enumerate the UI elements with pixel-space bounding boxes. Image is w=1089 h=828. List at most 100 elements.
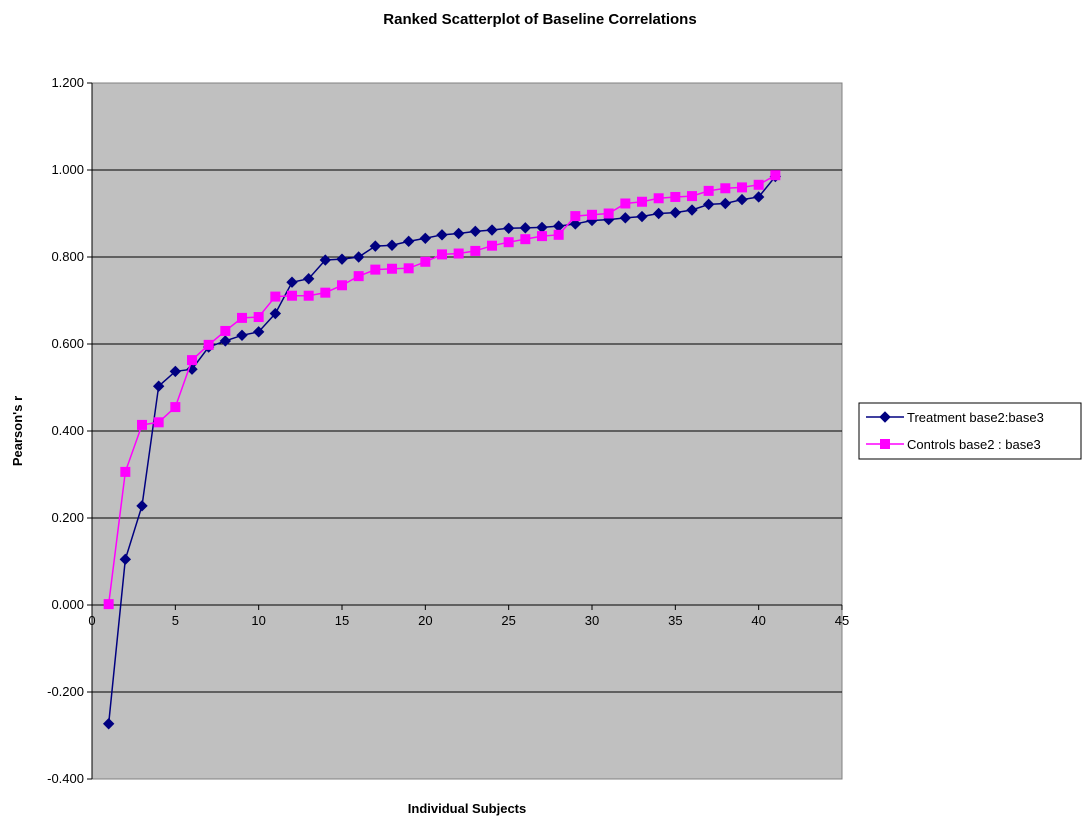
data-point: [286, 276, 298, 288]
legend-marker: [879, 411, 891, 423]
data-point: [652, 207, 665, 220]
data-point: [702, 198, 715, 211]
data-point: [703, 185, 714, 196]
data-point: [636, 210, 648, 223]
data-point: [752, 191, 765, 203]
x-tick-label: 5: [172, 613, 179, 628]
data-point: [603, 208, 614, 219]
data-point: [220, 325, 231, 336]
data-point: [119, 553, 132, 566]
legend-item: Controls base2 : base3: [866, 437, 1041, 452]
data-point: [587, 209, 597, 220]
data-point: [303, 290, 314, 301]
data-point: [553, 229, 564, 240]
data-point: [153, 417, 164, 428]
y-tick-label: -0.200: [47, 684, 84, 699]
x-axis-title: Individual Subjects: [408, 801, 526, 816]
data-point: [120, 466, 131, 477]
data-point: [253, 312, 264, 323]
data-point: [503, 237, 514, 248]
legend-item: Treatment base2:base3: [866, 410, 1044, 425]
x-tick-label: 30: [585, 613, 599, 628]
x-tick-label: 10: [251, 613, 265, 628]
x-tick-label: 45: [835, 613, 849, 628]
data-point: [570, 211, 581, 222]
data-point: [152, 380, 165, 392]
legend-marker: [880, 439, 890, 449]
data-point: [287, 290, 297, 301]
data-point: [470, 245, 481, 256]
series-layer: [102, 170, 782, 730]
data-point: [453, 248, 464, 259]
x-tick-label: 40: [751, 613, 765, 628]
y-tick-label: 0.600: [51, 336, 84, 351]
data-point: [653, 193, 664, 204]
data-point: [537, 231, 547, 242]
y-tick-label: 0.400: [51, 423, 84, 438]
data-point: [403, 263, 414, 274]
y-tick-label: 0.000: [51, 597, 84, 612]
data-point: [319, 254, 332, 266]
data-point: [252, 326, 265, 338]
data-point: [686, 204, 698, 216]
x-tick-label: 35: [668, 613, 682, 628]
data-point: [737, 182, 747, 193]
data-point: [437, 249, 447, 260]
data-point: [387, 263, 397, 274]
data-point: [337, 280, 347, 291]
x-tick-label: 15: [335, 613, 349, 628]
data-point: [687, 191, 697, 202]
x-tick-label: 25: [501, 613, 515, 628]
data-point: [336, 253, 348, 265]
data-point: [320, 287, 331, 298]
data-point: [420, 256, 431, 267]
data-point: [203, 339, 214, 350]
data-point: [619, 212, 632, 224]
y-axis: -0.400 -0.200 0.000 0.200 0.400 0.600 0.800 1.0…: [47, 75, 93, 786]
data-point: [452, 227, 465, 240]
data-point: [486, 224, 498, 236]
data-point: [270, 291, 281, 302]
chart-title: Ranked Scatterplot of Baseline Correlati…: [383, 11, 696, 28]
data-point: [502, 222, 515, 234]
y-axis-title: Pearson's r: [10, 396, 25, 466]
y-tick-label: 0.200: [51, 510, 84, 525]
data-point: [353, 271, 364, 282]
data-point: [236, 329, 248, 342]
data-point: [370, 264, 381, 275]
data-point: [753, 179, 764, 190]
data-point: [269, 307, 282, 320]
data-point: [136, 500, 148, 512]
data-point: [237, 312, 247, 323]
data-point: [170, 402, 181, 413]
data-point: [569, 218, 582, 230]
data-point: [169, 365, 182, 378]
legend: Treatment base2:base3 Controls base2 : ba…: [858, 402, 1082, 460]
legend-box: [858, 402, 1082, 460]
data-point: [719, 197, 732, 210]
legend-label: Controls base2 : base3: [907, 437, 1041, 452]
data-point: [620, 198, 631, 209]
data-point: [720, 183, 731, 194]
y-tick-label: -0.400: [47, 771, 84, 786]
data-point: [137, 419, 147, 430]
data-point: [487, 240, 497, 251]
data-point: [519, 222, 532, 234]
data-point: [770, 170, 781, 181]
legend-label: Treatment base2:base3: [907, 410, 1044, 425]
y-tick-label: 1.000: [51, 162, 84, 177]
data-point: [302, 273, 315, 285]
data-point: [369, 240, 382, 252]
data-point: [103, 599, 114, 610]
data-point: [187, 355, 197, 366]
data-point: [419, 232, 432, 245]
y-tick-label: 1.200: [51, 75, 84, 90]
data-point: [669, 206, 682, 219]
data-point: [736, 193, 748, 206]
y-tick-label: 0.800: [51, 249, 84, 264]
data-point: [670, 191, 681, 202]
data-point: [386, 239, 398, 251]
data-point: [102, 718, 115, 730]
data-point: [352, 251, 365, 263]
